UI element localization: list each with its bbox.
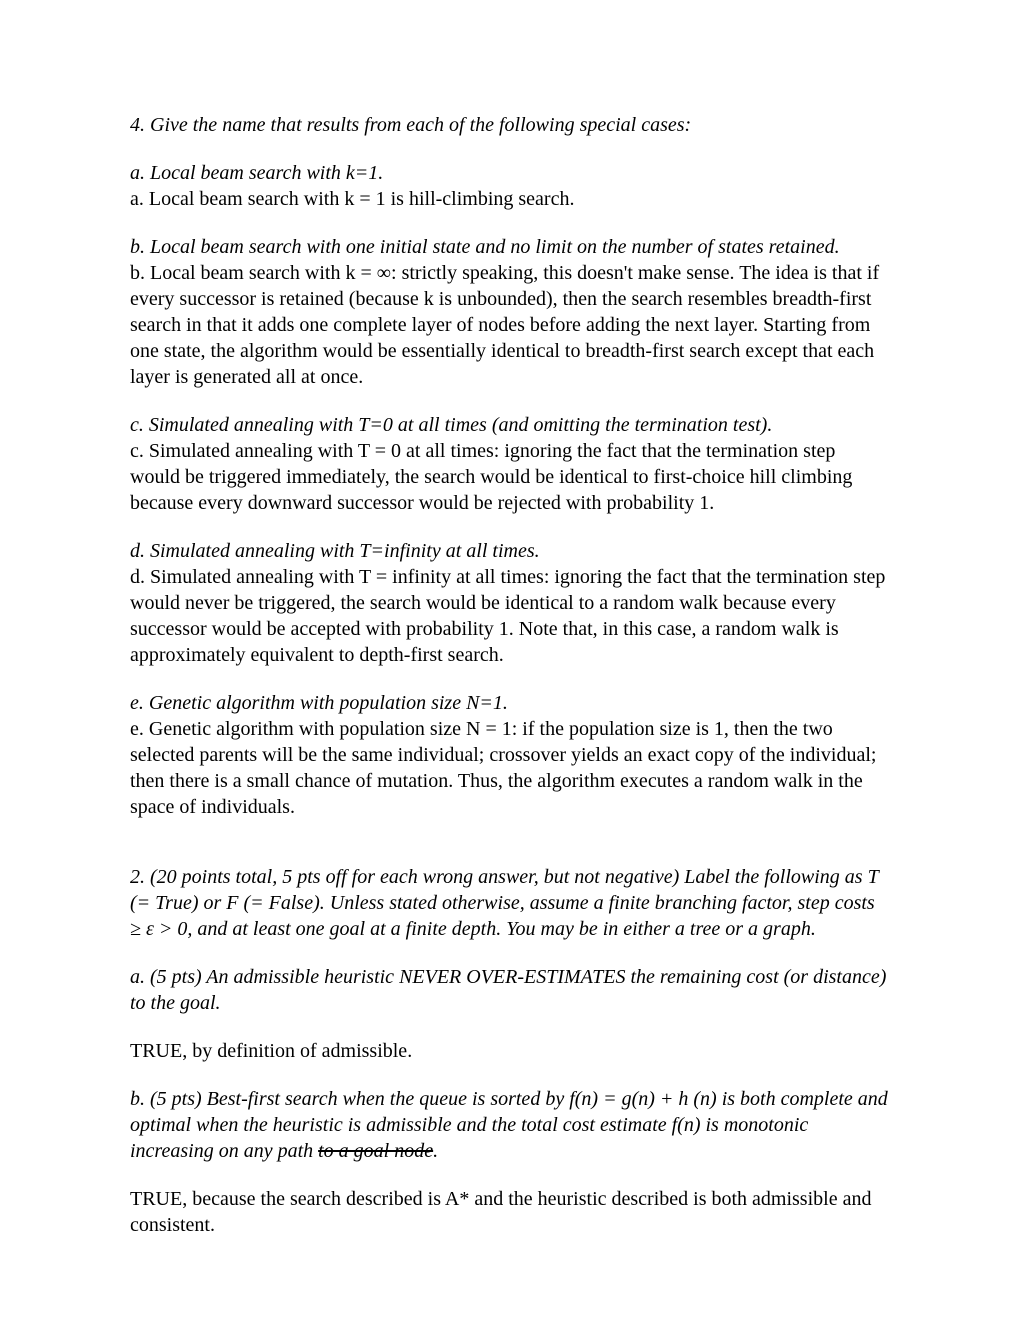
q4-a-answer: a. Local beam search with k = 1 is hill-… <box>130 186 890 212</box>
q4-title: 4. Give the name that results from each … <box>130 112 890 138</box>
q2-b-answer: TRUE, because the search described is A*… <box>130 1186 890 1238</box>
q4-c-answer: c. Simulated annealing with T = 0 at all… <box>130 438 890 516</box>
q2-b-question-pre: b. (5 pts) Best-first search when the qu… <box>130 1088 888 1162</box>
q2-b-question: b. (5 pts) Best-first search when the qu… <box>130 1086 890 1164</box>
q2-b-question-post: . <box>433 1140 438 1162</box>
q4-e-answer: e. Genetic algorithm with population siz… <box>130 716 890 820</box>
q4-c-question: c. Simulated annealing with T=0 at all t… <box>130 412 890 438</box>
q4-a-question: a. Local beam search with k=1. <box>130 160 890 186</box>
q2-title: 2. (20 points total, 5 pts off for each … <box>130 864 890 942</box>
q4-b-answer: b. Local beam search with k = ∞: strictl… <box>130 260 890 390</box>
q2-a-question: a. (5 pts) An admissible heuristic NEVER… <box>130 964 890 1016</box>
q4-b-question: b. Local beam search with one initial st… <box>130 234 890 260</box>
q2-b-question-strike: to a goal node <box>318 1140 433 1162</box>
q2-a-answer: TRUE, by definition of admissible. <box>130 1038 890 1064</box>
q4-e-question: e. Genetic algorithm with population siz… <box>130 690 890 716</box>
q4-d-question: d. Simulated annealing with T=infinity a… <box>130 538 890 564</box>
q4-d-answer: d. Simulated annealing with T = infinity… <box>130 564 890 668</box>
